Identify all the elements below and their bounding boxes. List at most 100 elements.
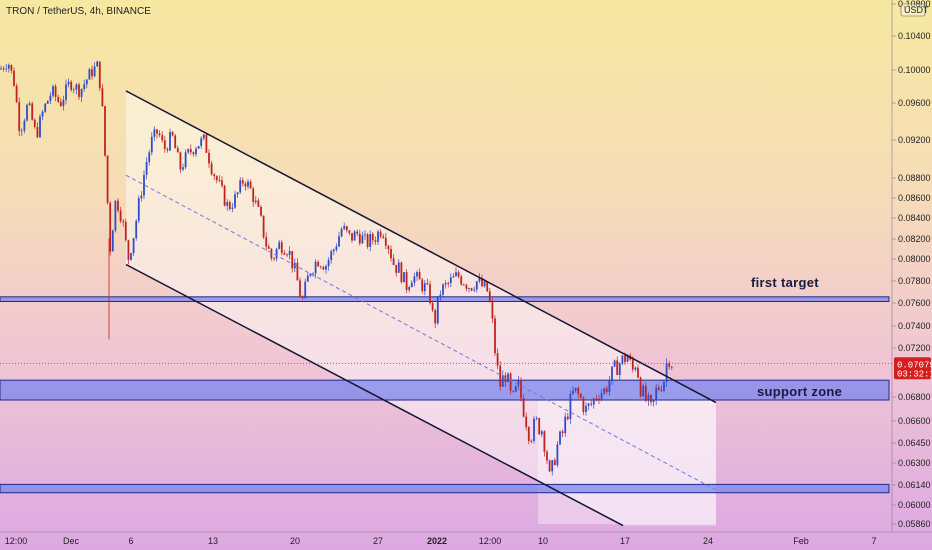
candle-body: [585, 405, 587, 412]
candle-body: [296, 262, 299, 281]
candle-body: [608, 380, 611, 392]
candle-body: [639, 377, 642, 397]
candle-body: [286, 254, 288, 256]
candle-body: [7, 64, 10, 69]
candle-body: [634, 367, 637, 370]
candle-body: [176, 148, 179, 153]
candle-body: [470, 288, 473, 291]
candle-body: [395, 264, 398, 273]
candle-body: [483, 281, 486, 287]
candle-body: [67, 81, 70, 85]
candle-body: [249, 181, 252, 189]
candle-body: [319, 266, 322, 268]
channel-lower-line[interactable]: [125, 263, 624, 527]
candle-body: [132, 238, 135, 254]
candle-body: [28, 103, 31, 105]
candle-body: [54, 86, 57, 97]
candle-body: [462, 284, 465, 286]
candle-body: [670, 366, 673, 368]
candle-body: [465, 285, 468, 289]
y-tick-label: 0.08800: [898, 173, 931, 183]
candle-body: [572, 390, 574, 394]
currency-label[interactable]: USDT: [900, 3, 929, 17]
candle-body: [579, 394, 582, 398]
candle-body: [491, 301, 494, 319]
candle-body: [663, 381, 665, 391]
y-axis[interactable]: 0.10800 0.10400 0.10000 0.09600 0.09200 0.088…: [892, 0, 931, 529]
candle-body: [15, 85, 18, 103]
candle-body: [273, 258, 275, 260]
y-tick-label: 0.08200: [898, 234, 931, 244]
candle-body: [533, 418, 535, 441]
candle-body: [569, 393, 572, 420]
x-tick-label: 12:00: [5, 536, 28, 546]
candle-body: [171, 131, 174, 136]
candle-body: [553, 460, 556, 466]
channel-upper-line[interactable]: [125, 90, 717, 404]
candle-body: [62, 99, 65, 107]
candle-body: [353, 231, 356, 241]
first-target-zone[interactable]: [0, 296, 890, 302]
candle-body: [548, 460, 551, 472]
candle-body: [145, 162, 148, 175]
candle-body: [624, 355, 626, 362]
candle-body: [361, 235, 364, 244]
candle-body: [603, 388, 606, 394]
y-tick-label: 0.09600: [898, 98, 931, 108]
candle-body: [577, 387, 580, 395]
candle-body: [187, 149, 190, 153]
y-tick-label: 0.10400: [898, 31, 931, 41]
candle-body: [486, 281, 489, 292]
candle-body: [543, 431, 546, 452]
candle-body: [117, 200, 119, 211]
candle-body: [592, 398, 595, 405]
candle-body: [475, 281, 478, 290]
x-tick-label: Feb: [793, 536, 809, 546]
candle-body: [559, 431, 561, 445]
candle-body: [213, 174, 216, 177]
candle-body: [660, 389, 663, 391]
candle-body: [10, 64, 13, 71]
y-tick-label: 0.06600: [898, 416, 931, 426]
candle-body: [520, 379, 522, 399]
candle-body: [348, 230, 351, 234]
candle-body: [192, 152, 195, 155]
support-zone[interactable]: [0, 379, 890, 401]
candle-body: [96, 61, 99, 67]
candle-body: [57, 96, 60, 102]
candle-body: [262, 215, 265, 238]
candle-body: [169, 131, 171, 151]
candle-body: [41, 111, 44, 117]
candle-body: [23, 120, 26, 131]
candles: [0, 60, 673, 476]
candle-body: [452, 276, 455, 278]
candle-body: [551, 460, 554, 472]
x-axis[interactable]: 12:00 Dec 6 13 20 27 2022 12:00 10 17 24 Feb 7: [5, 536, 877, 546]
candle-body: [517, 379, 520, 386]
candle-body: [540, 431, 543, 435]
candle-body: [351, 233, 353, 241]
candle-body: [546, 451, 548, 461]
candle-body: [72, 89, 75, 91]
lower-zone[interactable]: [0, 483, 890, 494]
candle-body: [127, 240, 130, 260]
candle-body: [260, 206, 262, 216]
candle-body: [5, 68, 8, 70]
candle-body: [135, 220, 138, 239]
candle-body: [140, 195, 143, 199]
candle-body: [447, 283, 450, 284]
support-zone-label: support zone: [757, 384, 842, 399]
candle-body: [647, 394, 650, 401]
candle-body: [148, 152, 151, 163]
candle-body: [535, 418, 538, 419]
candle-body: [595, 398, 598, 400]
candle-body: [605, 388, 608, 392]
candle-body: [83, 84, 86, 89]
candle-body: [20, 130, 23, 132]
chart-title: TRON / TetherUS, 4h, BINANCE: [6, 6, 151, 17]
candle-body: [652, 400, 655, 403]
price-tag-value: 0.07079: [897, 360, 932, 370]
candle-body: [158, 133, 161, 136]
candle-body: [416, 272, 418, 277]
